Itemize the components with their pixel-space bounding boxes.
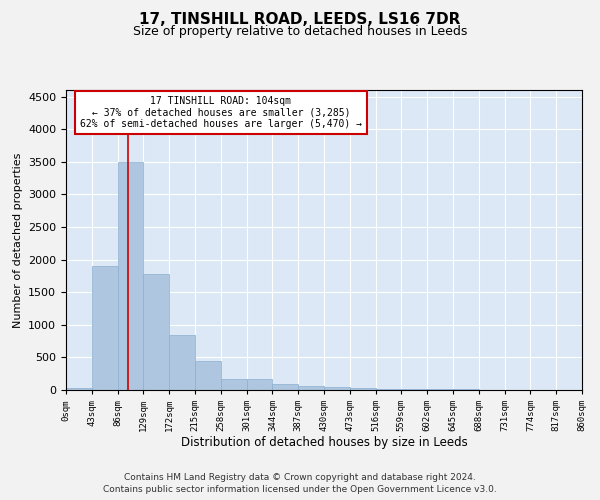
Bar	[195, 360, 221, 390]
Text: Contains public sector information licensed under the Open Government Licence v3: Contains public sector information licen…	[103, 486, 497, 494]
Text: Distribution of detached houses by size in Leeds: Distribution of detached houses by size …	[181, 436, 467, 449]
Bar	[298, 386, 324, 390]
Bar	[221, 378, 247, 390]
Bar	[66, 388, 92, 390]
Bar	[92, 266, 118, 390]
Y-axis label: Number of detached properties: Number of detached properties	[13, 152, 23, 328]
Bar	[272, 384, 298, 390]
Text: 17, TINSHILL ROAD, LEEDS, LS16 7DR: 17, TINSHILL ROAD, LEEDS, LS16 7DR	[139, 12, 461, 28]
Bar	[376, 388, 401, 390]
Text: 17 TINSHILL ROAD: 104sqm
← 37% of detached houses are smaller (3,285)
62% of sem: 17 TINSHILL ROAD: 104sqm ← 37% of detach…	[80, 96, 362, 129]
Bar	[401, 389, 427, 390]
Bar	[118, 162, 143, 390]
Bar	[350, 388, 376, 390]
Text: Contains HM Land Registry data © Crown copyright and database right 2024.: Contains HM Land Registry data © Crown c…	[124, 473, 476, 482]
Text: Size of property relative to detached houses in Leeds: Size of property relative to detached ho…	[133, 25, 467, 38]
Bar	[169, 335, 195, 390]
Bar	[324, 386, 350, 390]
Bar	[143, 274, 169, 390]
Bar	[247, 379, 272, 390]
